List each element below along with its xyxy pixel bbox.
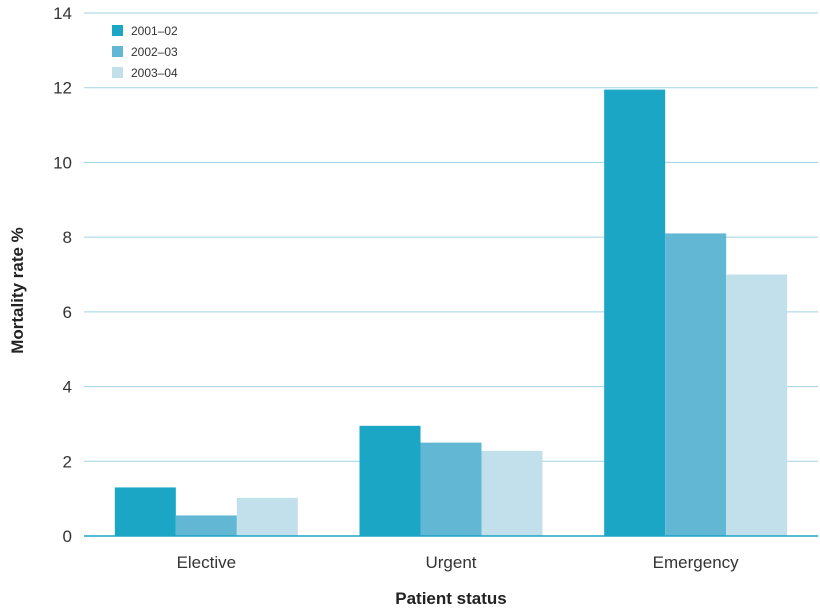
y-tick-label: 8 — [63, 228, 72, 247]
legend-swatch — [112, 67, 123, 78]
bar-urgent-1 — [359, 425, 421, 536]
bar-emergency-3 — [726, 274, 788, 536]
legend-label: 2001–02 — [131, 24, 178, 38]
bar-elective-2 — [175, 515, 237, 536]
y-tick-label: 4 — [63, 378, 72, 397]
bars — [114, 89, 788, 536]
bar-emergency-1 — [604, 89, 666, 536]
y-tick-label: 2 — [63, 452, 72, 471]
y-tick-label: 14 — [53, 4, 72, 23]
x-category-label: Elective — [177, 553, 237, 572]
y-axis-title: Mortality rate % — [8, 227, 27, 354]
legend-label: 2003–04 — [131, 66, 178, 80]
bar-elective-1 — [114, 487, 176, 536]
bar-urgent-2 — [420, 442, 482, 536]
y-tick-label: 6 — [63, 303, 72, 322]
y-tick-label: 0 — [63, 527, 72, 546]
x-category-label: Emergency — [653, 553, 739, 572]
x-category-label: Urgent — [425, 553, 476, 572]
x-axis-title: Patient status — [395, 589, 506, 608]
bar-elective-3 — [236, 497, 298, 536]
bar-emergency-2 — [665, 233, 727, 536]
legend-label: 2002–03 — [131, 45, 178, 59]
x-axis-categories: Elective Urgent Emergency — [177, 553, 740, 572]
legend-swatch — [112, 46, 123, 57]
y-tick-label: 10 — [53, 153, 72, 172]
y-axis-ticks: 0 2 4 6 8 10 12 14 — [53, 4, 72, 546]
legend: 2001–02 2002–03 2003–04 — [112, 24, 178, 80]
legend-swatch — [112, 25, 123, 36]
bar-urgent-3 — [481, 450, 543, 536]
gridlines — [84, 12, 818, 462]
y-tick-label: 12 — [53, 79, 72, 98]
